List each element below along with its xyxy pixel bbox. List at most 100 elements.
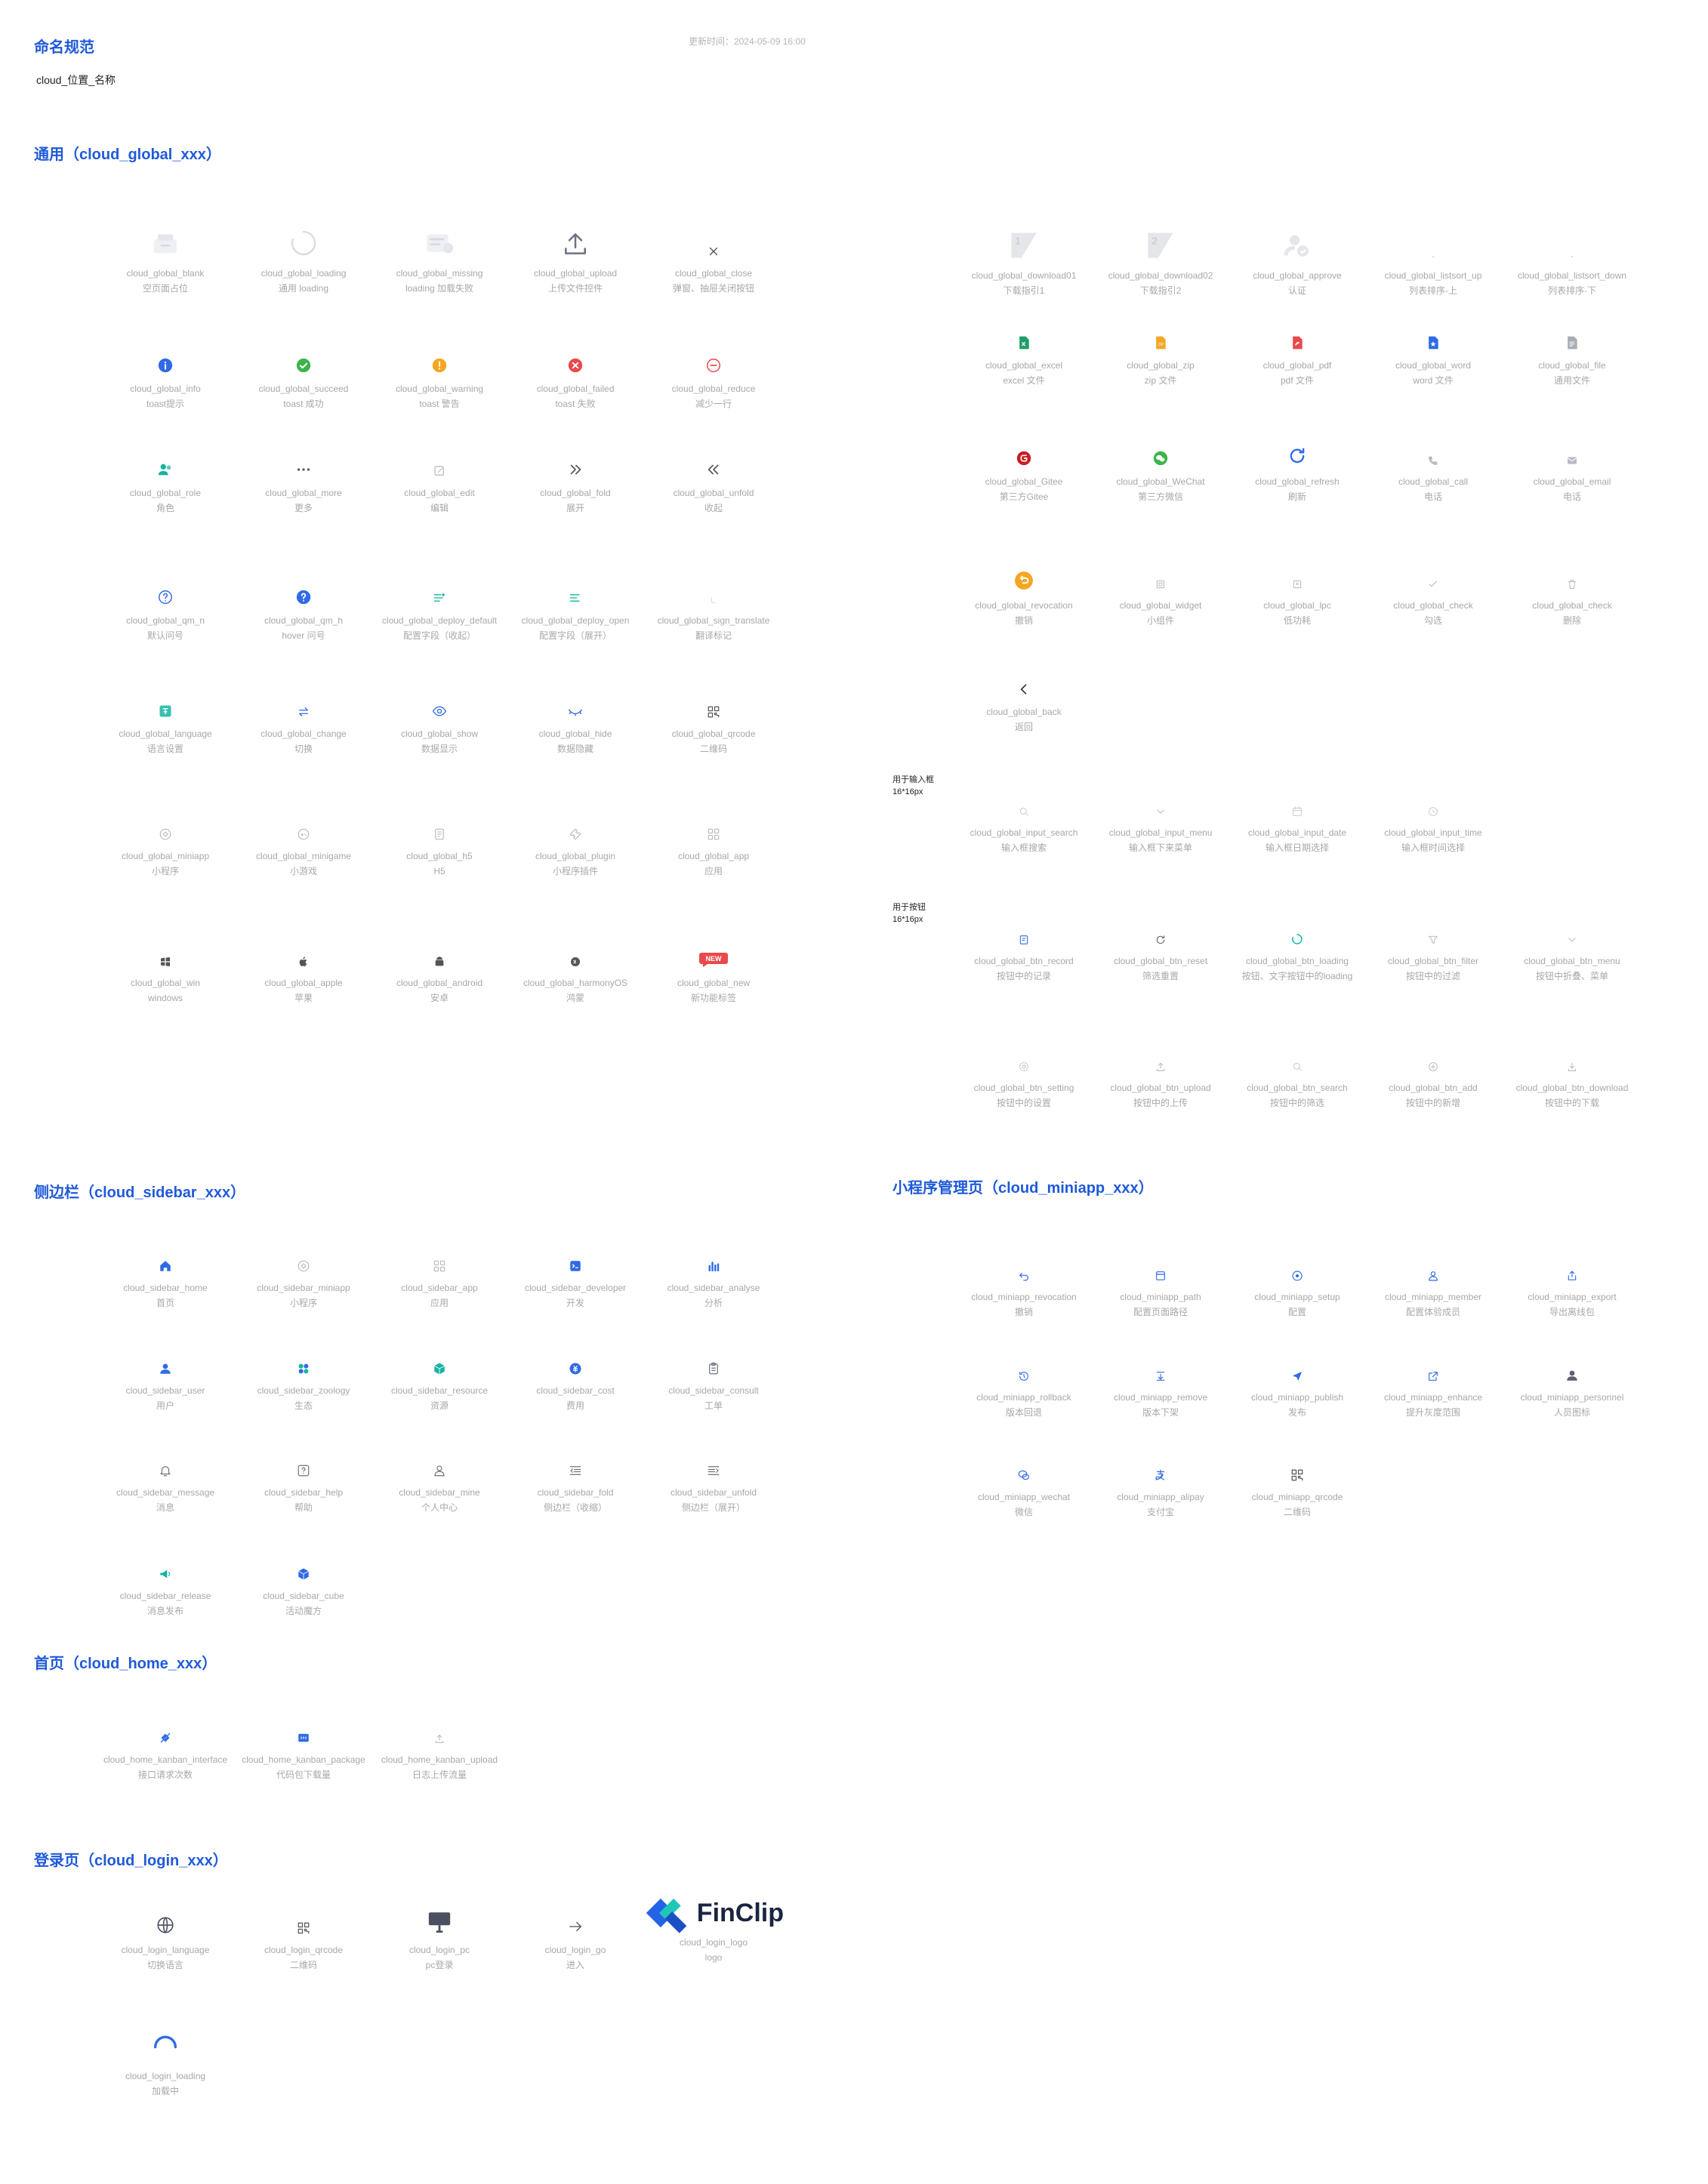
icon-desc: 按钮中的过滤	[1405, 971, 1460, 981]
section-title-sidebar: 侧边栏（cloud_sidebar_xxx）	[34, 1184, 246, 1201]
icon-card: cloud_global_miniapp 小程序	[95, 797, 236, 879]
undo-icon	[954, 1238, 1094, 1289]
icon-name: cloud_miniapp_revocation	[971, 1292, 1077, 1302]
icon-card: cloud_miniapp_enhance 提升灰度范围	[1363, 1338, 1503, 1420]
icon-card: cloud_global_input_search 输入框搜索	[954, 774, 1094, 855]
icon-desc: 发布	[1287, 1407, 1306, 1418]
arrow-right-icon	[505, 1891, 646, 1942]
calendar-icon	[1227, 774, 1367, 825]
upload-small-icon	[1090, 1029, 1231, 1080]
icon-desc: 微信	[1014, 1507, 1033, 1517]
chevrons-left-icon	[643, 434, 784, 485]
icon-name: cloud_miniapp_member	[1384, 1292, 1482, 1302]
phone-icon	[1363, 423, 1503, 474]
back-icon	[954, 653, 1094, 704]
icon-card: cloud_global_word word 文件	[1363, 306, 1503, 388]
icon-name: cloud_global_warning	[395, 384, 484, 394]
icon-card: cloud_global_plugin 小程序插件	[505, 797, 646, 879]
icon-card: cloud_global_call 电话	[1363, 423, 1503, 504]
icon-name: cloud_global_lpc	[1263, 600, 1331, 611]
icon-desc: 小程序插件	[552, 866, 598, 876]
icon-name: cloud_global_loading	[261, 268, 347, 279]
icon-desc: 活动魔方	[285, 1606, 322, 1616]
icon-card: cloud_home_kanban_package 代码包下载量	[233, 1701, 374, 1782]
icon-card: cloud_global_widget 小组件	[1090, 547, 1231, 628]
icon-card: cloud_sidebar_user 用户	[95, 1332, 236, 1413]
icon-card: cloud_miniapp_path 配置页面路径	[1090, 1238, 1231, 1320]
reset-icon	[1090, 902, 1231, 953]
icon-name: cloud_global_close	[674, 268, 753, 279]
finclip-logo-icon	[646, 1898, 687, 1933]
icon-name: cloud_sidebar_mine	[399, 1487, 480, 1498]
edit-icon	[369, 434, 510, 485]
icon-name: cloud_global_apple	[264, 978, 343, 988]
chevron-down-icon	[1502, 902, 1642, 953]
icon-card: ZIP cloud_global_zip zip 文件	[1090, 306, 1231, 388]
section-title-miniapp: 小程序管理页（cloud_miniapp_xxx）	[893, 1180, 1154, 1197]
icon-name: cloud_global_language	[119, 729, 212, 739]
icon-card: cloud_global_minigame 小游戏	[233, 797, 374, 879]
icon-name: cloud_sidebar_zoology	[257, 1385, 350, 1396]
icon-desc: 安卓	[430, 993, 449, 1003]
icon-name: cloud_global_check	[1393, 600, 1473, 611]
icon-card: cloud_sidebar_help 帮助	[233, 1434, 374, 1515]
icon-desc: 小游戏	[289, 866, 317, 876]
icon-name: cloud_global_fold	[540, 488, 611, 498]
icon-card: cloud_global_lpc 低功耗	[1227, 547, 1367, 628]
more-icon	[233, 434, 374, 485]
icon-desc: 列表排序-上	[1409, 285, 1457, 296]
export-icon	[1502, 1238, 1642, 1289]
icon-name: cloud_sidebar_cube	[263, 1591, 344, 1601]
icon-card: cloud_global_Gitee 第三方Gitee	[954, 423, 1094, 504]
icon-desc: 按钮中的设置	[996, 1098, 1051, 1108]
icon-desc: 支付宝	[1146, 1507, 1174, 1517]
icon-desc: 用户	[156, 1400, 174, 1411]
icon-name: cloud_sidebar_unfold	[670, 1487, 757, 1498]
gitee-icon	[954, 423, 1094, 474]
icon-name: cloud_global_btn_filter	[1387, 956, 1479, 966]
icon-card: cloud_miniapp_remove 版本下架	[1090, 1338, 1231, 1420]
icon-card: cloud_global_role 角色	[95, 434, 236, 516]
icon-desc: hover 问号	[282, 630, 325, 641]
icon-name: cloud_global_word	[1395, 360, 1472, 371]
loading-icon	[233, 214, 374, 266]
icon-card: cloud_global_btn_setting 按钮中的设置	[954, 1029, 1094, 1110]
path-icon	[1090, 1238, 1231, 1289]
icon-name: cloud_global_role	[129, 488, 202, 498]
icon-card: cloud_global_qm_h hover 问号	[233, 562, 374, 643]
icon-card: cloud_global_blank 空页面占位	[95, 214, 236, 296]
icon-card: cloud_login_go 进入	[505, 1891, 646, 1973]
input-note: 用于输入框 16*16px	[893, 775, 934, 796]
icon-name: cloud_global_h5	[406, 851, 473, 861]
icon-card: cloud_sidebar_home 首页	[95, 1229, 236, 1311]
icon-name: cloud_miniapp_qrcode	[1251, 1492, 1343, 1502]
icon-card: cloud_sidebar_developer 开发	[505, 1229, 646, 1311]
icon-name: cloud_miniapp_setup	[1254, 1292, 1340, 1302]
icon-card: cloud_home_kanban_upload 日志上传流量	[369, 1701, 510, 1782]
wechat-outline-icon	[954, 1438, 1094, 1489]
icon-name: cloud_global_unfold	[673, 488, 754, 498]
icon-desc: 默认问号	[146, 630, 183, 641]
icon-card: cloud_global_refresh 刷新	[1227, 423, 1367, 504]
icon-card: cloud_global_excel excel 文件	[954, 306, 1094, 388]
icon-name: cloud_global_btn_setting	[973, 1083, 1074, 1093]
icon-desc: 配置字段（收起）	[402, 630, 476, 641]
icon-name: cloud_global_miniapp	[121, 851, 210, 861]
icon-desc: 工单	[704, 1400, 723, 1411]
icon-desc: windows	[147, 993, 183, 1003]
finclip-logo: FinClip	[643, 1891, 784, 1935]
upload-icon	[505, 214, 646, 266]
icon-name: cloud_global_btn_record	[974, 956, 1074, 966]
icon-desc: 费用	[566, 1400, 584, 1411]
icon-desc: 下载指引1	[1003, 285, 1045, 296]
icon-name: cloud_home_kanban_package	[242, 1754, 365, 1765]
icon-desc: logo	[704, 1952, 723, 1963]
icon-name: cloud_sidebar_resource	[390, 1385, 489, 1396]
naming-rule: cloud_位置_名称	[36, 74, 116, 86]
eye-closed-icon	[505, 675, 646, 726]
icon-card: cloud_home_kanban_interface 接口请求次数	[95, 1701, 236, 1782]
language-icon	[95, 675, 236, 726]
icon-name: cloud_global_widget	[1119, 600, 1202, 611]
new-badge-text: NEW	[706, 955, 723, 963]
miniapp-icon	[233, 1229, 374, 1280]
